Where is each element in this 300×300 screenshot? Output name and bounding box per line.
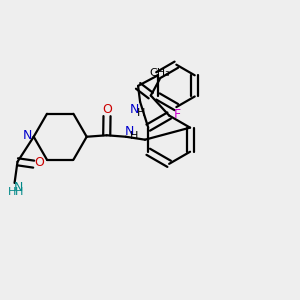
Text: N: N <box>125 125 134 138</box>
Text: H: H <box>8 187 16 197</box>
Text: CH₃: CH₃ <box>149 68 170 78</box>
Text: N: N <box>130 103 139 116</box>
Text: N: N <box>22 129 32 142</box>
Text: N: N <box>14 181 23 194</box>
Text: O: O <box>102 103 112 116</box>
Text: O: O <box>34 156 44 169</box>
Text: H: H <box>130 131 138 141</box>
Text: H: H <box>14 187 23 197</box>
Text: F: F <box>174 108 181 121</box>
Text: H: H <box>137 108 146 118</box>
